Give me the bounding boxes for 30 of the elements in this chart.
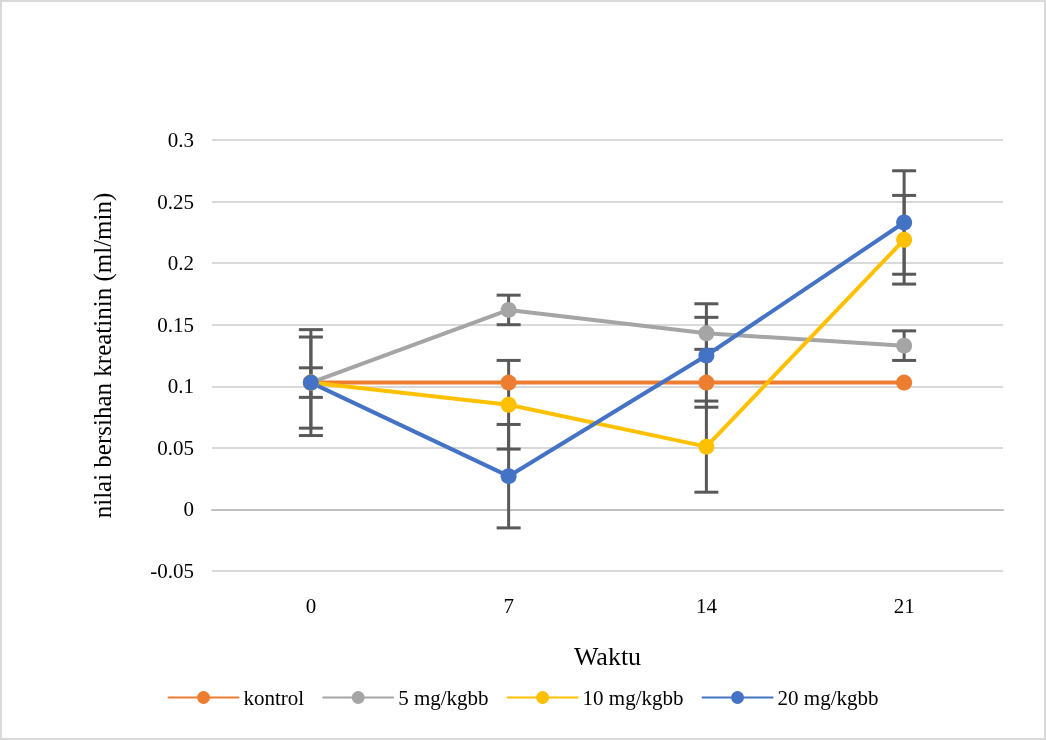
legend-label: kontrol (243, 685, 305, 710)
point (896, 374, 913, 391)
point (698, 347, 715, 364)
point (500, 301, 517, 318)
point (896, 231, 913, 248)
x-axis-title: Waktu (573, 641, 642, 671)
point (698, 325, 715, 342)
point (500, 374, 517, 391)
x-tick-label: 7 (503, 593, 514, 618)
y-tick-label: 0.25 (157, 189, 194, 214)
point (698, 438, 715, 455)
y-tick-label: 0 (183, 497, 194, 522)
point (698, 374, 715, 391)
point (896, 337, 913, 354)
y-tick-label: 0.3 (167, 128, 194, 152)
point (500, 468, 517, 485)
point (500, 396, 517, 413)
y-tick-label: 0.1 (167, 374, 194, 399)
legend-label: 5 mg/kgbb (398, 685, 489, 710)
y-axis-title: nilai bersihan kreatinin (ml/min) (88, 192, 117, 519)
x-tick-label: 0 (305, 593, 317, 618)
x-tick-label: 21 (893, 593, 915, 618)
point (896, 214, 913, 231)
x-tick-label: 14 (695, 593, 718, 618)
y-tick-label: 0.2 (167, 251, 194, 276)
y-tick-label: 0.05 (157, 435, 194, 460)
legend-label: 20 mg/kgbb (777, 685, 879, 710)
legend-label: 10 mg/kgbb (582, 685, 684, 710)
y-tick-label: -0.05 (150, 559, 194, 583)
y-tick-label: 0.15 (157, 312, 194, 337)
